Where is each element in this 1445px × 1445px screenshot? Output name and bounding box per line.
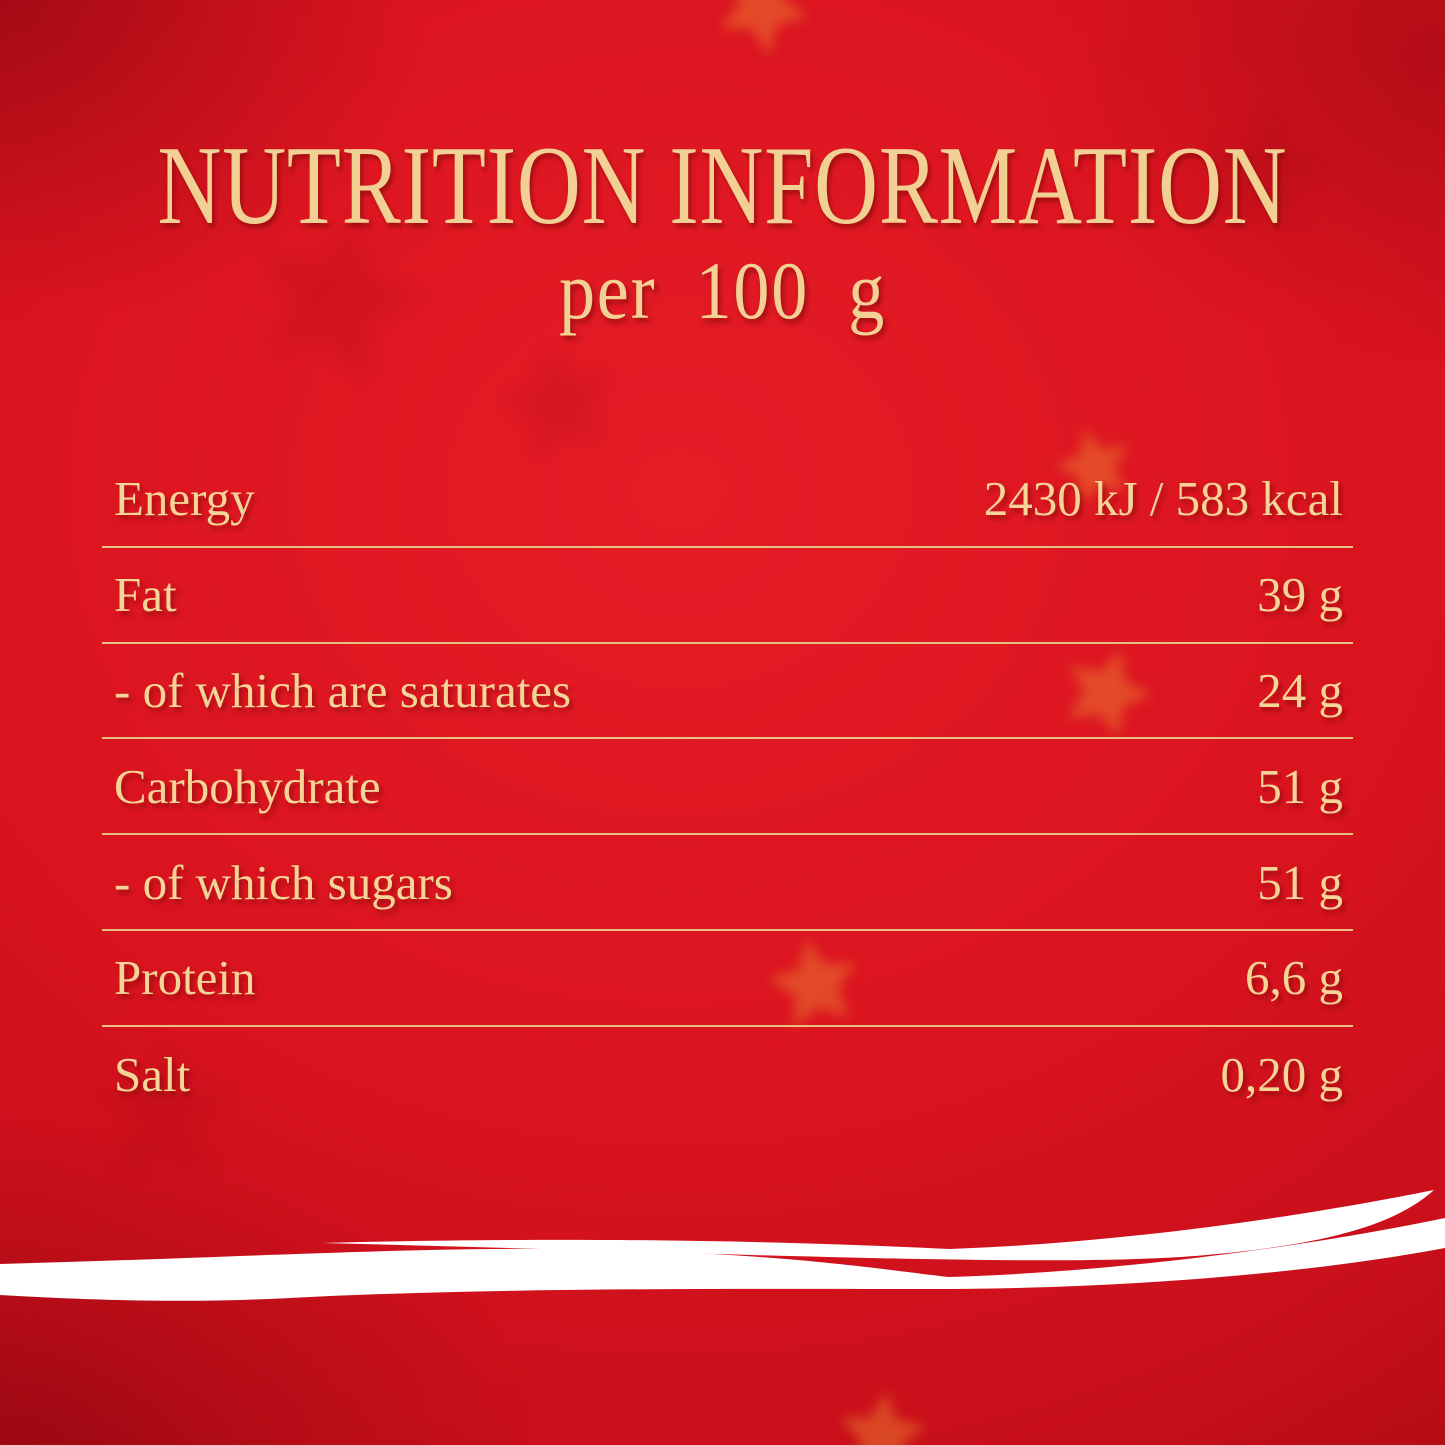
table-row: Carbohydrate 51 g xyxy=(102,739,1353,836)
page-subtitle: per 100 g xyxy=(558,245,887,336)
page-title: NUTRITION INFORMATION xyxy=(157,124,1288,248)
nutrient-label: - of which sugars xyxy=(114,854,453,910)
nutrition-table: Energy 2430 kJ / 583 kcal Fat 39 g - of … xyxy=(102,452,1353,1123)
nutrient-value: 6,6 g xyxy=(1245,950,1343,1006)
nutrient-label: Energy xyxy=(114,471,255,527)
table-row: Salt 0,20 g xyxy=(102,1027,1353,1123)
nutrient-label: Protein xyxy=(114,950,256,1006)
table-row: - of which are saturates 24 g xyxy=(102,644,1353,740)
nutrient-value: 39 g xyxy=(1257,567,1343,623)
nutrient-value: 51 g xyxy=(1257,854,1343,910)
nutrient-label: Carbohydrate xyxy=(114,758,381,814)
nutrient-value: 51 g xyxy=(1257,758,1343,814)
table-row: - of which sugars 51 g xyxy=(102,835,1353,931)
table-row: Energy 2430 kJ / 583 kcal xyxy=(102,452,1353,548)
table-row: Fat 39 g xyxy=(102,548,1353,644)
nutrient-value: 24 g xyxy=(1257,662,1343,718)
nutrient-label: - of which are saturates xyxy=(114,662,572,718)
nutrient-label: Fat xyxy=(114,567,177,623)
nutrient-value: 0,20 g xyxy=(1220,1047,1344,1103)
table-row: Protein 6,6 g xyxy=(102,931,1353,1027)
nutrient-label: Salt xyxy=(114,1047,191,1103)
swoosh-lower-ribbon xyxy=(0,1218,1445,1301)
swoosh-upper-ribbon xyxy=(322,1190,1434,1261)
nutrient-value: 2430 kJ / 583 kcal xyxy=(983,471,1343,527)
